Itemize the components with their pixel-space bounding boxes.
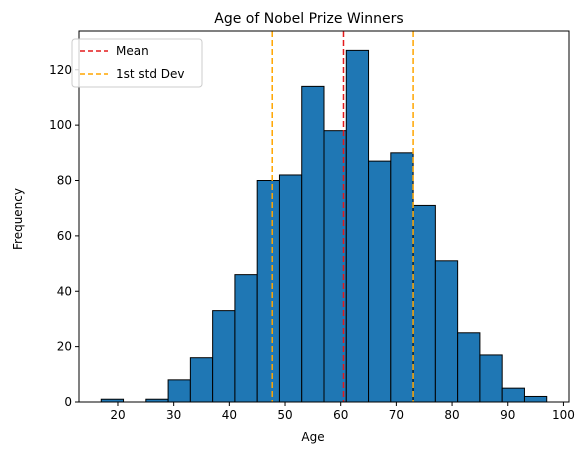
- plot-frame: [78, 30, 570, 403]
- histogram-bar-6: [234, 274, 258, 403]
- y-tick-label: 80: [57, 174, 72, 188]
- y-tick-label: 60: [57, 229, 72, 243]
- x-axis-ticks: 20 30 40 50 60 70 80 90 100: [110, 402, 575, 422]
- histogram-bar-4: [189, 357, 214, 403]
- y-axis-ticks: 0 20 40 60 80 100 120: [49, 63, 79, 409]
- bars-group: [100, 49, 548, 403]
- histogram-bar-3: [167, 379, 191, 403]
- x-tick-label: 60: [333, 408, 348, 422]
- histogram-bar-9: [301, 85, 325, 403]
- legend-mean-label: Mean: [116, 44, 149, 58]
- histogram-bar-15: [434, 260, 459, 403]
- x-tick-label: 90: [500, 408, 515, 422]
- histogram-bar-19: [523, 395, 548, 403]
- x-tick-label: 20: [110, 408, 125, 422]
- x-tick-label: 100: [552, 408, 575, 422]
- x-axis-label: Age: [301, 430, 324, 444]
- x-tick-label: 70: [389, 408, 404, 422]
- histogram-bar-14: [412, 204, 436, 403]
- histogram-bar-7: [256, 180, 280, 403]
- legend: Mean 1st std Dev: [71, 38, 203, 88]
- y-axis-label: Frequency: [11, 188, 25, 250]
- x-tick-label: 30: [166, 408, 181, 422]
- legend-std-dev-label: 1st std Dev: [116, 67, 185, 81]
- chart-title: Age of Nobel Prize Winners: [214, 11, 403, 27]
- y-tick-label: 100: [49, 118, 72, 132]
- y-tick-label: 120: [49, 63, 72, 77]
- histogram-bar-16: [457, 332, 481, 403]
- histogram-bar-17: [479, 354, 503, 403]
- reference-lines-group: [271, 31, 414, 402]
- y-tick-label: 0: [64, 395, 72, 409]
- histogram-bar-12: [368, 160, 392, 403]
- histogram-bar-11: [345, 49, 370, 403]
- x-tick-label: 80: [444, 408, 459, 422]
- histogram-bar-5: [212, 310, 236, 403]
- x-tick-label: 40: [222, 408, 237, 422]
- histogram-bar-8: [278, 174, 303, 403]
- histogram-bar-13: [390, 152, 414, 403]
- y-tick-label: 20: [57, 340, 72, 354]
- x-tick-label: 50: [277, 408, 292, 422]
- y-tick-label: 40: [57, 284, 72, 298]
- histogram-bar-18: [501, 387, 525, 403]
